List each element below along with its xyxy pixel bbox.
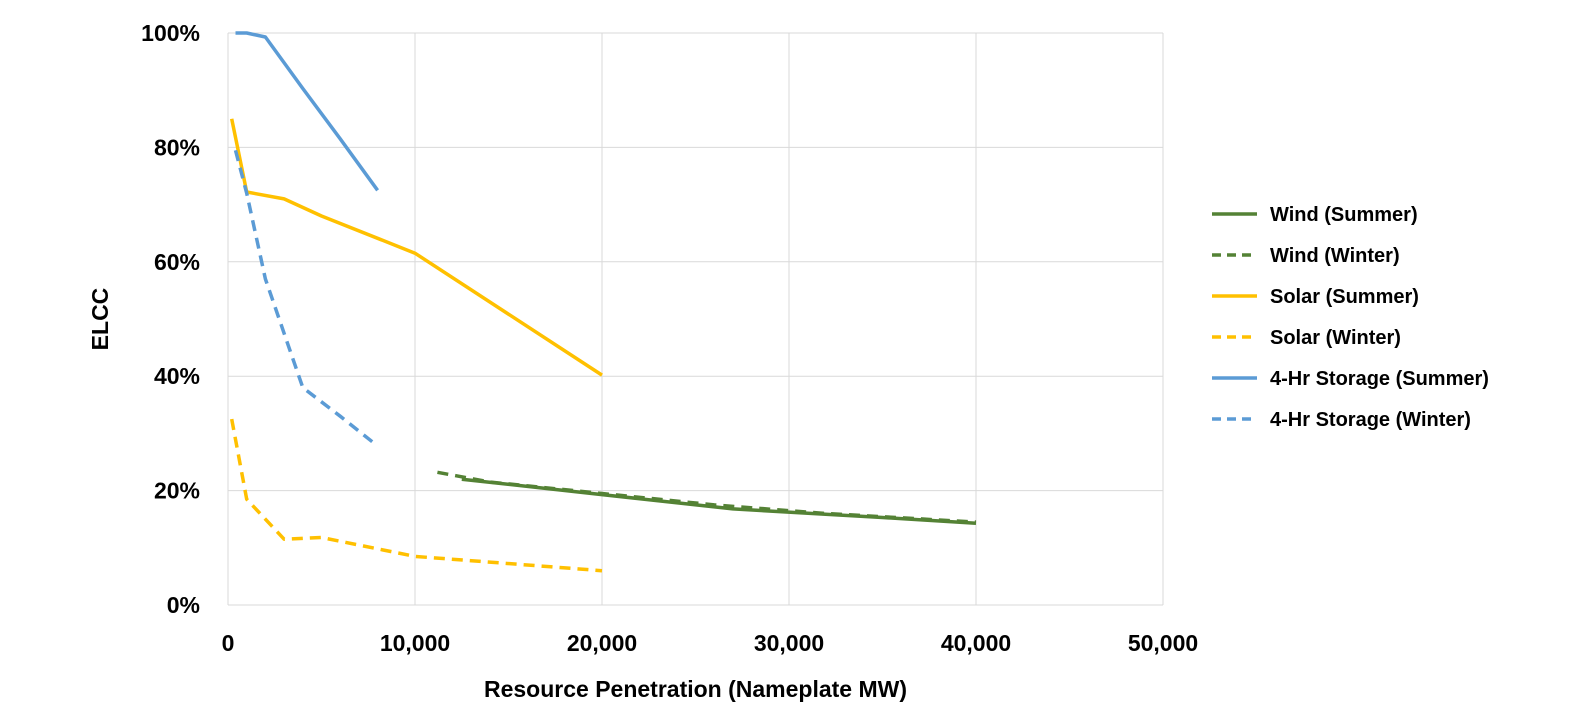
legend-label: Wind (Winter) [1270, 245, 1400, 267]
legend-label: Solar (Summer) [1270, 286, 1419, 308]
series-line-solar-summer [229, 118, 603, 377]
legend-label: Solar (Winter) [1270, 327, 1401, 349]
x-tick-label: 50,000 [1128, 630, 1198, 656]
x-tick-label: 0 [222, 630, 235, 656]
x-tick-label: 30,000 [754, 630, 824, 656]
legend-label: 4-Hr Storage (Winter) [1270, 409, 1471, 431]
legend: Wind (Summer) Wind (Winter) Solar (Summer)… [1212, 204, 1489, 431]
x-axis-title: Resource Penetration (Nameplate MW) [484, 676, 907, 702]
y-axis-title: ELCC [87, 288, 113, 351]
legend-label: Wind (Summer) [1270, 204, 1418, 226]
legend-item: Wind (Summer) [1212, 204, 1418, 226]
y-tick-label: 80% [154, 134, 200, 160]
legend-item: Solar (Winter) [1212, 327, 1401, 349]
y-tick-label: 60% [154, 249, 200, 275]
y-tick-label: 40% [154, 363, 200, 389]
legend-item: 4-Hr Storage (Winter) [1212, 409, 1471, 431]
x-tick-label: 40,000 [941, 630, 1011, 656]
series-line-4-hr-storage-summer [235, 31, 380, 192]
x-tick-label: 10,000 [380, 630, 450, 656]
gridlines [228, 32, 1164, 605]
series-line-solar-winter [229, 418, 603, 573]
x-tick-label: 20,000 [567, 630, 637, 656]
series-lines [229, 31, 977, 573]
series-line-4-hr-storage-winter [233, 149, 379, 448]
axes [227, 33, 1163, 606]
legend-item: Solar (Summer) [1212, 286, 1419, 308]
y-tick-label: 100% [141, 20, 200, 46]
y-tick-label: 0% [167, 592, 200, 618]
series-line-wind-winter [437, 470, 977, 524]
legend-label: 4-Hr Storage (Summer) [1270, 368, 1489, 390]
tick-labels: 0% 20% 40% 60% 80% 100% 0 10,000 20,000 30,000 40,… [141, 20, 1198, 656]
y-tick-label: 20% [154, 478, 200, 504]
series-line-wind-summer [461, 477, 977, 525]
legend-item: Wind (Winter) [1212, 245, 1400, 267]
legend-item: 4-Hr Storage (Summer) [1212, 368, 1489, 390]
